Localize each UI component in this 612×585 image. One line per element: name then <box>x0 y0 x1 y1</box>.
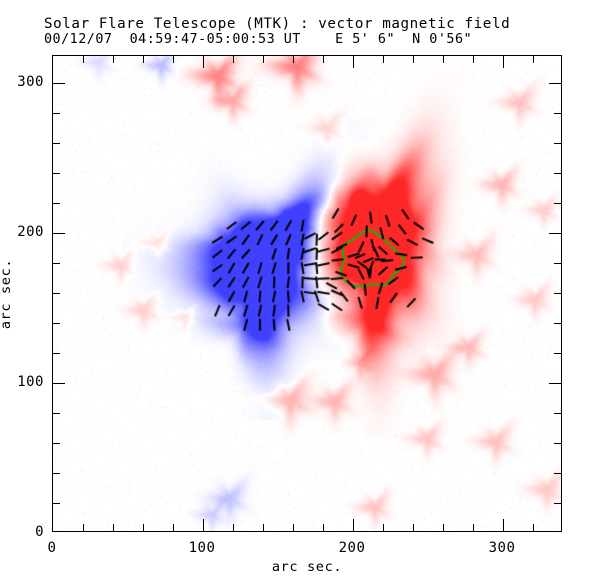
axis-tick <box>353 56 355 68</box>
axis-tick <box>323 56 325 63</box>
magnetogram-canvas-wrap <box>53 56 561 531</box>
axis-tick <box>323 524 325 531</box>
axis-tick <box>554 353 561 355</box>
axis-tick <box>203 56 205 68</box>
axis-tick <box>113 56 115 63</box>
axis-tick <box>533 524 535 531</box>
axis-tick <box>554 143 561 145</box>
axis-tick <box>53 263 60 265</box>
axis-tick <box>473 524 475 531</box>
axis-tick <box>383 56 385 63</box>
x-tick-label: 200 <box>338 540 366 556</box>
axis-tick <box>293 56 295 63</box>
axis-tick <box>143 56 145 63</box>
axis-tick <box>549 83 561 85</box>
axis-tick <box>443 56 445 63</box>
axis-tick <box>233 524 235 531</box>
axis-tick <box>53 233 65 235</box>
x-tick-label: 100 <box>188 540 216 556</box>
axis-tick <box>83 524 85 531</box>
x-axis-title: arc sec. <box>271 559 343 575</box>
axis-tick <box>353 519 355 531</box>
y-axis-title: arc sec. <box>0 258 14 330</box>
axis-tick <box>53 203 60 205</box>
axis-tick <box>173 524 175 531</box>
page-title: Solar Flare Telescope (MTK) : vector mag… <box>44 16 511 32</box>
axis-tick <box>143 524 145 531</box>
axis-tick <box>53 443 60 445</box>
x-tick-label: 0 <box>47 540 57 556</box>
axis-tick <box>173 56 175 63</box>
axis-tick <box>233 56 235 63</box>
axis-tick <box>263 56 265 63</box>
y-tick-label: 200 <box>17 224 44 240</box>
axis-tick <box>554 293 561 295</box>
axis-tick <box>53 383 65 385</box>
axis-tick <box>53 413 60 415</box>
axis-tick <box>53 173 60 175</box>
axis-tick <box>413 524 415 531</box>
axis-tick <box>554 113 561 115</box>
axis-tick <box>473 56 475 63</box>
axis-tick <box>53 83 65 85</box>
axis-tick <box>53 323 60 325</box>
axis-tick <box>83 56 85 63</box>
figure-subtitle: 00/12/07 04:59:47-05:00:53 UT E 5' 6" N … <box>44 32 473 47</box>
magnetogram-image <box>53 56 561 531</box>
y-tick-label: 100 <box>17 374 44 390</box>
axis-tick <box>263 524 265 531</box>
axis-tick <box>113 524 115 531</box>
axis-tick <box>554 173 561 175</box>
axis-tick <box>554 503 561 505</box>
axis-tick <box>554 263 561 265</box>
y-tick-label: 0 <box>35 524 44 540</box>
figure-title-block: Solar Flare Telescope (MTK) : vector mag… <box>44 16 584 48</box>
axis-tick <box>549 383 561 385</box>
axis-tick <box>554 203 561 205</box>
axis-tick <box>554 413 561 415</box>
axis-tick <box>413 56 415 63</box>
axis-tick <box>53 143 60 145</box>
x-tick-label: 300 <box>488 540 516 556</box>
axis-tick <box>554 443 561 445</box>
axis-tick <box>503 56 505 68</box>
axis-tick <box>293 524 295 531</box>
axis-tick <box>554 473 561 475</box>
plot-area <box>52 55 562 532</box>
y-tick-label: 300 <box>17 74 44 90</box>
axis-tick <box>53 503 60 505</box>
axis-tick <box>554 323 561 325</box>
axis-tick <box>533 56 535 63</box>
axis-tick <box>53 113 60 115</box>
axis-tick <box>383 524 385 531</box>
axis-tick <box>53 353 60 355</box>
axis-tick <box>53 293 60 295</box>
axis-tick <box>503 519 505 531</box>
axis-tick <box>203 519 205 531</box>
axis-tick <box>53 473 60 475</box>
axis-tick <box>443 524 445 531</box>
axis-tick <box>549 233 561 235</box>
